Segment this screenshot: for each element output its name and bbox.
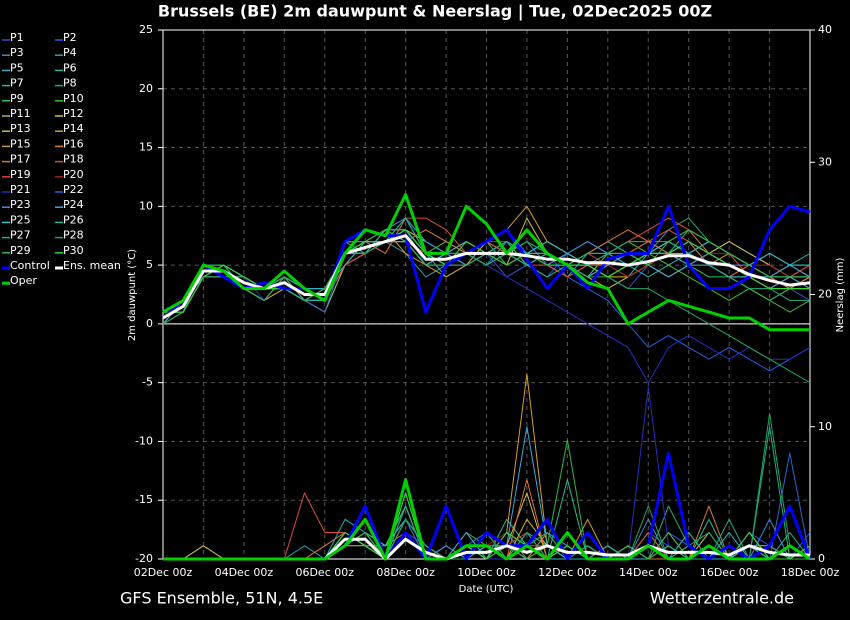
x-tick-label: 08Dec 00z <box>376 566 435 579</box>
legend-label: P1 <box>10 31 24 44</box>
y-tick-label: -5 <box>142 376 153 389</box>
legend-label: P5 <box>10 61 24 74</box>
legend-label: P14 <box>63 122 84 135</box>
y2-tick-label: 30 <box>818 155 832 168</box>
y-tick-label: 0 <box>146 317 153 330</box>
x-tick-label: 04Dec 00z <box>215 566 274 579</box>
legend-label: P15 <box>10 137 31 150</box>
legend-label: P7 <box>10 77 24 90</box>
legend-label: P19 <box>10 168 31 181</box>
legend-label: P29 <box>10 244 31 257</box>
x-tick-label: 12Dec 00z <box>538 566 597 579</box>
legend-label: P2 <box>63 31 77 44</box>
legend-label: P24 <box>63 198 84 211</box>
legend-label: Control <box>10 259 50 272</box>
legend-label: P8 <box>63 77 77 90</box>
legend-label: P18 <box>63 153 84 166</box>
y-axis-label: 2m dauwpunt (°C) <box>127 249 138 341</box>
legend-label: Oper <box>10 274 37 287</box>
legend-label: P27 <box>10 229 31 242</box>
legend-label: P16 <box>63 137 84 150</box>
legend-label: P22 <box>63 183 84 196</box>
y-tick-label: -20 <box>135 552 153 565</box>
dewpoint-line <box>162 234 811 320</box>
legend-label: P13 <box>10 122 31 135</box>
y-tick-label: 20 <box>139 82 153 95</box>
y2-tick-label: 40 <box>818 23 832 36</box>
legend-label: P9 <box>10 92 24 105</box>
y-tick-label: 15 <box>139 141 153 154</box>
x-tick-label: 18Dec 00z <box>781 566 840 579</box>
footer-site: Wetterzentrale.de <box>650 589 794 608</box>
x-tick-label: 16Dec 00z <box>700 566 759 579</box>
y2-tick-label: 0 <box>818 552 825 565</box>
footer-source: GFS Ensemble, 51N, 4.5E <box>120 589 323 608</box>
legend-label: P30 <box>63 244 84 257</box>
legend-label: P25 <box>10 213 31 226</box>
x-axis-label: Date (UTC) <box>459 584 514 595</box>
x-tick-label: 02Dec 00z <box>134 566 193 579</box>
legend-label: P26 <box>63 213 84 226</box>
dewpoint-line <box>162 193 810 332</box>
legend-label: P20 <box>63 168 84 181</box>
legend-label: P21 <box>10 183 31 196</box>
legend-label: P17 <box>10 153 31 166</box>
y2-tick-label: 10 <box>818 420 832 433</box>
x-tick-label: 10Dec 00z <box>457 566 516 579</box>
x-tick-label: 14Dec 00z <box>619 566 678 579</box>
y-tick-label: -15 <box>135 493 153 506</box>
legend-label: P28 <box>63 229 84 242</box>
y2-axis-label: Neerslag (mm) <box>835 257 846 332</box>
precip-line <box>163 478 811 561</box>
legend-label: P11 <box>10 107 31 120</box>
legend-label: P3 <box>10 46 24 59</box>
legend-label: Ens. mean <box>63 259 121 272</box>
legend-label: P6 <box>63 61 77 74</box>
legend-label: P10 <box>63 92 84 105</box>
y-tick-label: -10 <box>135 434 153 447</box>
y-tick-label: 10 <box>139 199 153 212</box>
y-tick-label: 25 <box>139 23 153 36</box>
chart-title: Brussels (BE) 2m dauwpunt & Neerslag | T… <box>158 2 712 22</box>
legend-label: P4 <box>63 46 77 59</box>
y-tick-label: 5 <box>146 258 153 271</box>
legend-label: P23 <box>10 198 31 211</box>
x-tick-label: 06Dec 00z <box>295 566 354 579</box>
legend-label: P12 <box>63 107 84 120</box>
y2-tick-label: 20 <box>818 288 832 301</box>
